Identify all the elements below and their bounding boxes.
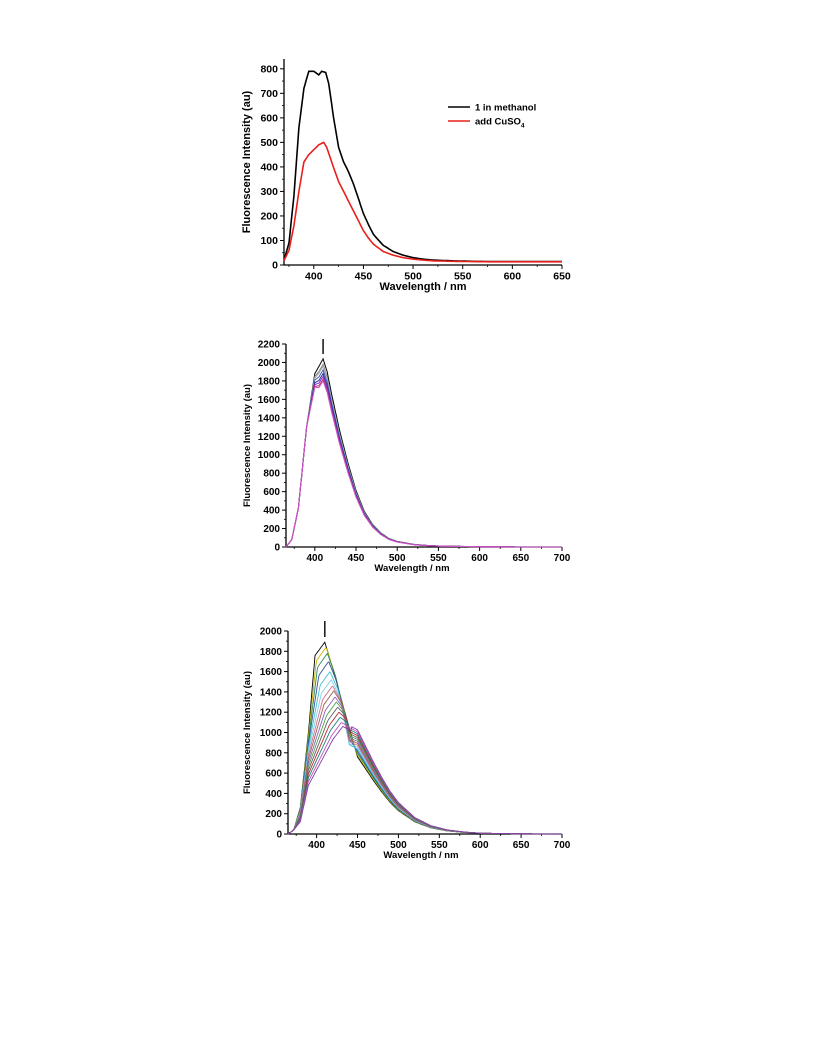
y-tick-label: 1800 (258, 376, 281, 387)
x-tick-label: 500 (404, 271, 422, 283)
x-axis-title: Wavelength / nm (374, 563, 449, 574)
series-line-14 (287, 722, 562, 835)
y-tick-label: 1600 (258, 395, 281, 406)
series-line-6 (287, 679, 562, 835)
series-line-5 (287, 671, 562, 835)
y-tick-label: 0 (272, 260, 278, 272)
x-tick-label: 650 (513, 840, 530, 851)
x-tick-label: 550 (431, 840, 448, 851)
y-tick-label: 1000 (258, 450, 281, 461)
y-tick-label: 200 (263, 524, 280, 535)
series-line-10 (287, 701, 562, 835)
series-line-9 (287, 697, 562, 835)
y-axis-title: Fluorescence Intensity (au) (242, 384, 253, 507)
legend-subscript: 4 (521, 123, 525, 130)
x-tick-label: 500 (390, 840, 407, 851)
series-line-6 (285, 375, 562, 548)
y-tick-label: 2000 (260, 627, 283, 638)
x-tick-label: 700 (554, 840, 571, 851)
chart-2-emission-titration: 0 200 400 600 800 1000 1200 1400 1600 1800 2000 220… (242, 339, 571, 574)
y-tick-label: 1400 (258, 413, 281, 424)
y-tick-label: 1200 (258, 432, 281, 443)
x-tick-label: 450 (348, 553, 365, 564)
x-tick-label: 600 (471, 553, 488, 564)
y-tick-label: 500 (260, 137, 278, 149)
series-line-13 (287, 716, 562, 835)
y-tick-label: 1000 (260, 728, 283, 739)
x-tick-label: 400 (306, 553, 323, 564)
series-line-1 (283, 70, 562, 263)
legend-label-1: 1 in methanol (475, 103, 536, 114)
series-line-4 (287, 661, 562, 835)
y-tick-label: 1400 (260, 687, 283, 698)
x-tick-label: 400 (305, 271, 323, 283)
x-tick-label: 600 (472, 840, 489, 851)
y-tick-label: 0 (276, 830, 282, 841)
y-tick-label: 800 (260, 63, 278, 75)
y-tick-label: 300 (260, 186, 278, 198)
x-axis-title: Wavelength / nm (383, 850, 458, 861)
y-tick-label: 200 (265, 809, 282, 820)
chart-3-emission-titration: 0 200 400 600 800 1000 1200 1400 1600 1800 2000 400… (242, 621, 571, 861)
y-tick-label: 600 (263, 487, 280, 498)
series-line-1 (287, 641, 562, 835)
x-tick-label: 600 (504, 271, 522, 283)
y-tick-label: 0 (274, 543, 280, 554)
x-tick-label: 500 (389, 553, 406, 564)
y-tick-label: 600 (260, 113, 278, 125)
y-tick-label: 200 (260, 211, 278, 223)
y-tick-label: 400 (265, 789, 282, 800)
y-tick-label: 400 (263, 506, 280, 517)
y-tick-label: 2200 (258, 340, 281, 351)
y-tick-label: 800 (265, 748, 282, 759)
y-tick-label: 100 (260, 235, 278, 247)
series-line-15 (287, 725, 562, 835)
y-tick-label: 1800 (260, 647, 283, 658)
series-line-4 (285, 368, 562, 548)
series-line-5 (285, 372, 562, 548)
chart-1-emission-cuso4: 0 100 200 300 400 500 600 700 800 400 450 500 550 600… (241, 59, 571, 293)
y-tick-label: 400 (260, 162, 278, 174)
series-line-12 (287, 711, 562, 835)
y-tick-label: 600 (265, 769, 282, 780)
x-tick-label: 650 (512, 553, 529, 564)
x-axis-title: Wavelength / nm (380, 281, 467, 293)
series-line-7 (285, 377, 562, 548)
y-tick-label: 2000 (258, 358, 281, 369)
legend-label-2: add CuSO4 (475, 117, 525, 130)
series-line-8 (285, 379, 562, 548)
y-tick-label: 800 (263, 469, 280, 480)
x-tick-label: 700 (554, 553, 571, 564)
y-tick-label: 1200 (260, 708, 283, 719)
x-tick-label: 550 (454, 271, 472, 283)
x-tick-label: 450 (355, 271, 373, 283)
x-tick-label: 400 (308, 840, 325, 851)
x-tick-label: 450 (349, 840, 366, 851)
y-axis-title: Fluorescence Intensity (au) (241, 90, 253, 233)
y-tick-label: 1600 (260, 667, 283, 678)
series-line-7 (287, 685, 562, 835)
y-tick-label: 700 (260, 88, 278, 100)
x-tick-label: 550 (430, 553, 447, 564)
series-line-2 (283, 141, 562, 263)
series-line-3 (287, 652, 562, 835)
x-tick-label: 650 (553, 271, 571, 283)
y-axis-title: Fluorescence Intensity (au) (242, 671, 253, 794)
